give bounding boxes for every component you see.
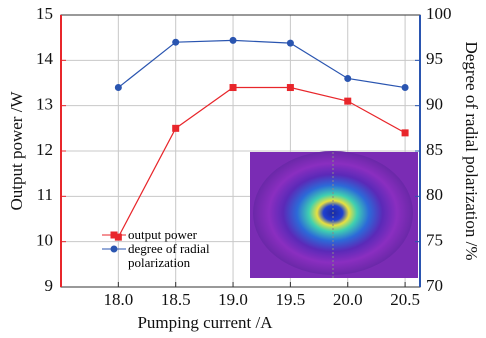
y-tick-label: 13 <box>36 95 53 114</box>
inset-image <box>250 151 418 278</box>
x-tick-label: 19.5 <box>276 290 306 309</box>
legend-icon <box>100 242 128 256</box>
data-point <box>115 84 122 91</box>
x-axis-label: Pumping current /A <box>137 313 273 332</box>
data-point <box>402 84 409 91</box>
data-point <box>344 75 351 82</box>
data-point <box>287 84 294 91</box>
y2-tick-label: 90 <box>426 95 443 114</box>
legend-marker <box>111 246 118 253</box>
y2-tick-label: 70 <box>426 276 443 295</box>
legend-item: output power <box>100 228 240 242</box>
y-tick-label: 10 <box>36 231 53 250</box>
y-tick-label: 15 <box>36 4 53 23</box>
y2-axis-label: Degree of radial polarization /% <box>462 41 481 260</box>
x-tick-label: 18.0 <box>103 290 133 309</box>
data-point <box>344 98 351 105</box>
y2-tick-label: 95 <box>426 49 443 68</box>
y2-tick-label: 80 <box>426 185 443 204</box>
y2-tick-label: 85 <box>426 140 443 159</box>
data-point <box>172 125 179 132</box>
chart: Pumping current /A Output power /W Degre… <box>0 0 486 338</box>
data-point <box>230 84 237 91</box>
page: Pumping current /A Output power /W Degre… <box>0 0 486 338</box>
data-point <box>402 129 409 136</box>
y-tick-label: 14 <box>36 49 54 68</box>
series-line <box>118 40 405 87</box>
y2-tick-label: 75 <box>426 231 443 250</box>
y-tick-label: 12 <box>36 140 53 159</box>
legend-item: degree of radial polarization <box>100 242 240 270</box>
y-axis-label: Output power /W <box>7 91 26 211</box>
legend-icon <box>100 228 128 242</box>
legend-marker <box>111 232 118 239</box>
y-tick-label: 9 <box>45 276 54 295</box>
y2-tick-label: 100 <box>426 4 452 23</box>
data-point <box>287 40 294 47</box>
legend-label: degree of radial polarization <box>128 242 240 270</box>
y-tick-label: 11 <box>37 185 53 204</box>
data-point <box>230 37 237 44</box>
x-tick-label: 18.5 <box>161 290 191 309</box>
x-tick-label: 19.0 <box>218 290 248 309</box>
data-point <box>172 39 179 46</box>
x-tick-label: 20.0 <box>333 290 363 309</box>
x-tick-label: 20.5 <box>390 290 420 309</box>
legend-label: output power <box>128 228 240 242</box>
